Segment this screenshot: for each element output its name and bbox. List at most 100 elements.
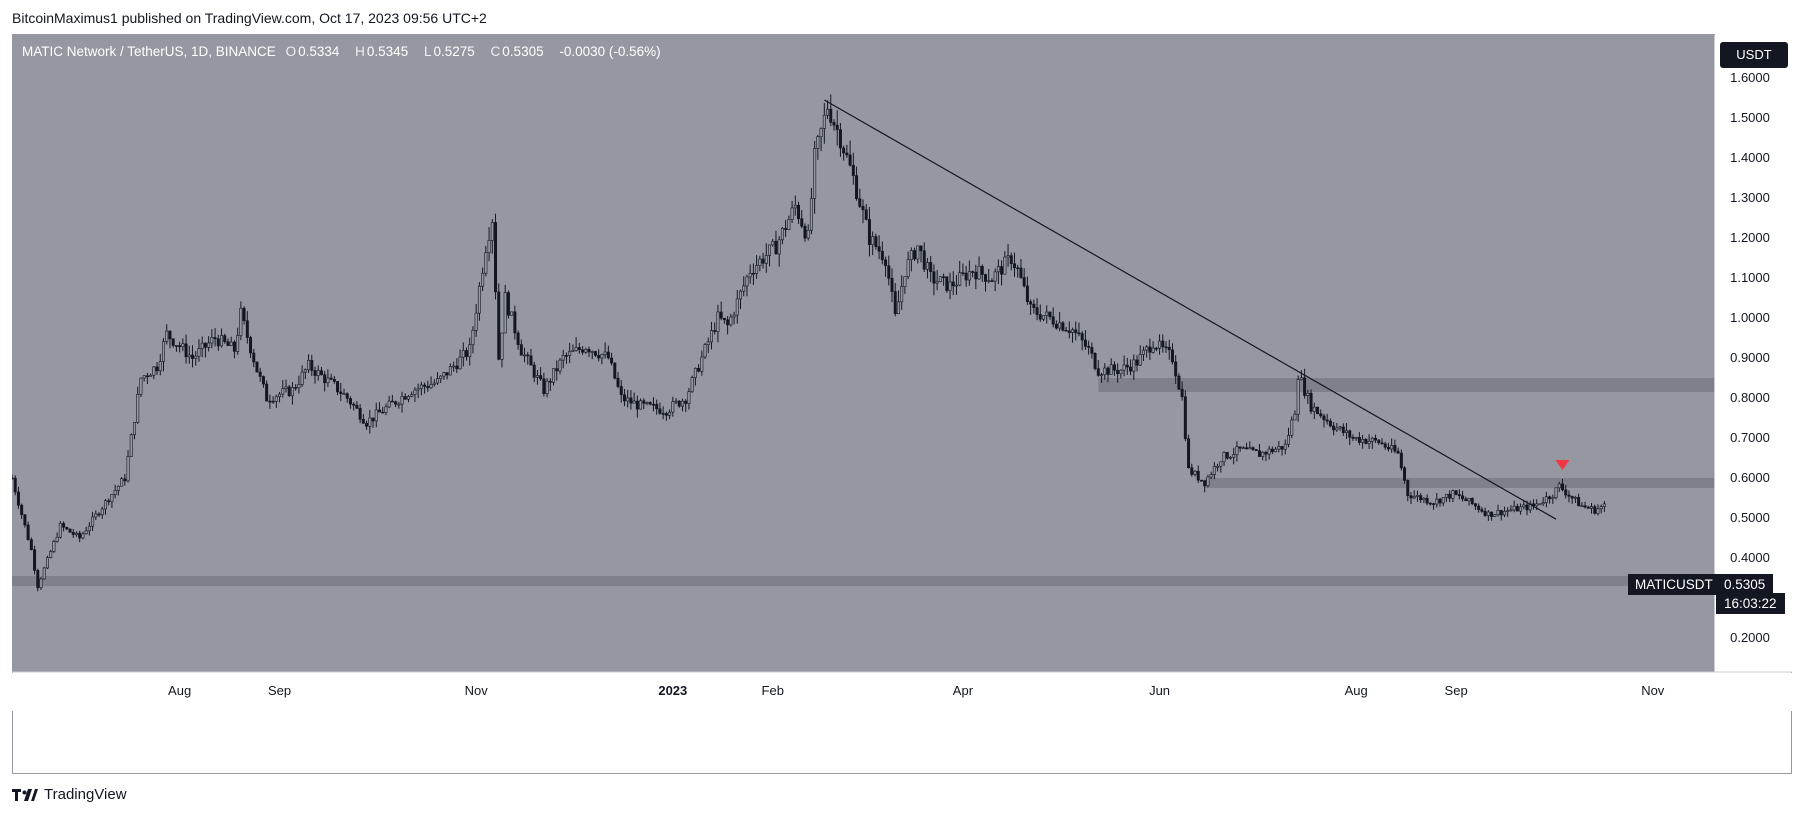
- candle: [187, 345, 191, 364]
- candle: [361, 414, 365, 425]
- symbol-tag: MATICUSDT: [1628, 574, 1720, 595]
- candle-body: [535, 375, 539, 378]
- plot-area[interactable]: [12, 34, 1714, 672]
- candle: [1596, 504, 1600, 516]
- candle: [387, 395, 391, 409]
- candle-body: [1515, 505, 1519, 512]
- x-tick-label: Sep: [268, 683, 291, 698]
- candle-body: [326, 377, 330, 384]
- candle: [1399, 449, 1403, 471]
- tradingview-logo[interactable]: TradingView: [12, 786, 127, 803]
- candle-body: [1551, 497, 1555, 500]
- candle-body: [1548, 496, 1552, 500]
- candle-body: [1486, 511, 1490, 516]
- candle-body: [880, 250, 884, 261]
- candle: [126, 450, 130, 483]
- candle-body: [1161, 340, 1165, 348]
- candle: [1406, 479, 1410, 502]
- candle: [806, 224, 810, 241]
- candle-body: [851, 164, 855, 176]
- candle: [1112, 361, 1116, 376]
- attribution-text: BitcoinMaximus1 published on TradingView…: [12, 10, 487, 26]
- candle: [261, 375, 265, 388]
- candle: [1512, 500, 1516, 513]
- candle: [1586, 505, 1590, 509]
- candle-body: [506, 292, 510, 316]
- candle: [761, 252, 765, 269]
- candle-body: [452, 365, 456, 368]
- candle: [1219, 461, 1223, 473]
- candle: [319, 366, 323, 376]
- candle: [1048, 311, 1052, 320]
- candle: [916, 245, 920, 264]
- candle-body: [1054, 323, 1058, 329]
- time-scale-background: [12, 673, 1792, 711]
- candle: [1573, 495, 1577, 503]
- candle-body: [65, 527, 69, 530]
- candle: [1199, 479, 1203, 482]
- candle-body: [342, 393, 346, 396]
- descending-trendline[interactable]: [824, 99, 1557, 520]
- candle-body: [884, 259, 888, 267]
- candle: [313, 366, 317, 384]
- candle: [1058, 312, 1062, 332]
- candle: [603, 342, 607, 359]
- candle: [925, 257, 929, 279]
- candle-body: [162, 341, 166, 362]
- candle-body: [20, 504, 24, 515]
- candle-body: [597, 354, 601, 359]
- candle-body: [49, 551, 53, 558]
- overlay-group: [824, 99, 1570, 520]
- candle: [1254, 449, 1258, 452]
- candle: [381, 406, 385, 414]
- candle-body: [613, 362, 617, 379]
- currency-selector[interactable]: USDT: [1720, 42, 1788, 68]
- candle-body: [100, 508, 104, 516]
- y-tick-label: 0.6000: [1730, 470, 1770, 485]
- candle: [1177, 373, 1181, 390]
- candle-body: [1274, 448, 1278, 453]
- y-tick-label: 0.5000: [1730, 510, 1770, 525]
- candle-body: [107, 500, 111, 503]
- candle: [207, 336, 211, 352]
- candle-body: [1064, 329, 1068, 332]
- candle-body: [1216, 465, 1220, 468]
- candle-body: [1390, 445, 1394, 450]
- candle: [20, 503, 24, 520]
- candle: [16, 486, 20, 509]
- candle-body: [245, 320, 249, 338]
- candle-body: [229, 341, 233, 346]
- candle-body: [1058, 322, 1062, 329]
- candle: [326, 369, 330, 388]
- candle-body: [426, 386, 430, 389]
- candle: [1380, 438, 1384, 445]
- price-chart[interactable]: 1.6000 1.5000 1.4000 1.3000 1.2000 1.1000 1.00…: [12, 34, 1792, 774]
- candle-body: [945, 276, 949, 291]
- candle-body: [606, 351, 610, 359]
- candle: [452, 361, 456, 372]
- candle: [880, 241, 884, 265]
- candle-body: [603, 351, 607, 355]
- candle: [581, 346, 585, 355]
- candle-body: [925, 262, 929, 270]
- candle-body: [1593, 506, 1597, 514]
- candle: [348, 396, 352, 409]
- candle: [394, 400, 398, 408]
- candle: [661, 406, 665, 420]
- candle: [1080, 331, 1084, 351]
- candle-body: [400, 396, 404, 405]
- candle: [1203, 480, 1207, 493]
- candle: [1328, 418, 1332, 428]
- candle-body: [145, 375, 149, 378]
- candle-body: [410, 394, 414, 397]
- candle-body: [996, 266, 1000, 273]
- candle: [774, 230, 778, 255]
- candle: [606, 345, 610, 360]
- candle: [813, 140, 817, 214]
- candle-body: [1116, 369, 1120, 375]
- candle: [1316, 406, 1320, 415]
- candle: [1064, 326, 1068, 332]
- candle-body: [1396, 450, 1400, 454]
- candle: [474, 304, 478, 337]
